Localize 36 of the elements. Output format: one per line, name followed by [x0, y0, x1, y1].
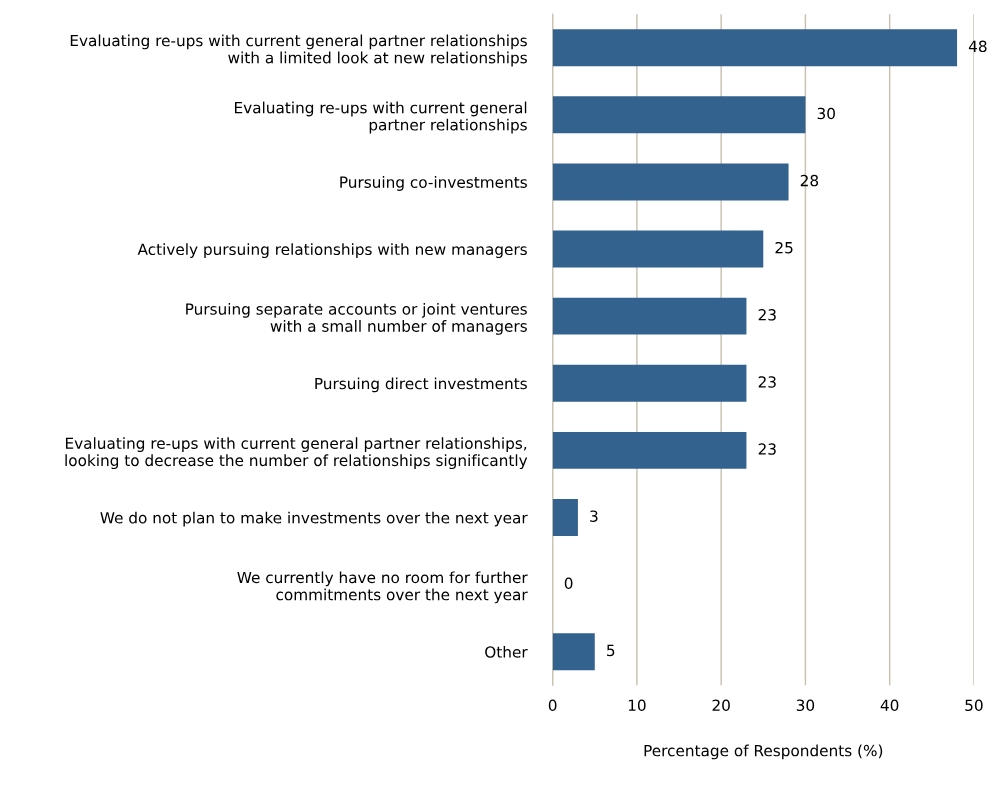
bar [552, 163, 789, 201]
bar [552, 364, 747, 402]
y-tick-label: Pursuing co-investments [340, 176, 527, 191]
x-tick-label: 50 [965, 699, 983, 712]
x-axis-title: Percentage of Respondents (%) [644, 744, 883, 760]
bar [552, 633, 595, 671]
y-tick-label: Pursuing separate accounts or joint ventures with a small number of managers [186, 302, 527, 335]
x-tick-label: 40 [880, 699, 899, 712]
y-tick-label: Evaluating re-ups with current general partner relationships [234, 101, 527, 134]
data-label: 23 [758, 443, 776, 455]
y-tick-label: We do not plan to make investments over the next year [100, 511, 528, 527]
bar [552, 29, 958, 67]
y-tick-label: Evaluating re-ups with current general partner relationships with a limited look at new relationships [70, 34, 527, 67]
x-tick-label: 0 [548, 699, 557, 712]
data-label: 0 [564, 577, 573, 590]
bar [552, 431, 747, 469]
data-label: 25 [775, 241, 793, 254]
data-label: 28 [800, 174, 819, 187]
y-tick-label: Actively pursuing relationships with new managers [137, 243, 527, 259]
bar [552, 499, 578, 536]
data-label: 23 [758, 309, 776, 321]
bar [552, 230, 764, 268]
y-tick-label: Evaluating re-ups with current general partner relationships, looking to decrease the number of relationships significantly [65, 437, 528, 470]
y-tick-label: Pursuing direct investments [315, 377, 527, 393]
y-tick-label: We currently have no room for further commitments over the next year [237, 571, 528, 604]
bar [552, 297, 747, 335]
y-tick-label: Other [485, 645, 528, 658]
bar [552, 96, 806, 134]
x-tick-label: 20 [712, 699, 730, 712]
data-label: 48 [968, 40, 987, 53]
data-label: 5 [607, 644, 615, 657]
data-label: 23 [758, 376, 776, 388]
x-tick-label: 10 [628, 699, 646, 712]
data-label: 30 [817, 107, 835, 120]
data-label: 3 [590, 510, 598, 522]
x-tick-label: 30 [796, 699, 815, 712]
